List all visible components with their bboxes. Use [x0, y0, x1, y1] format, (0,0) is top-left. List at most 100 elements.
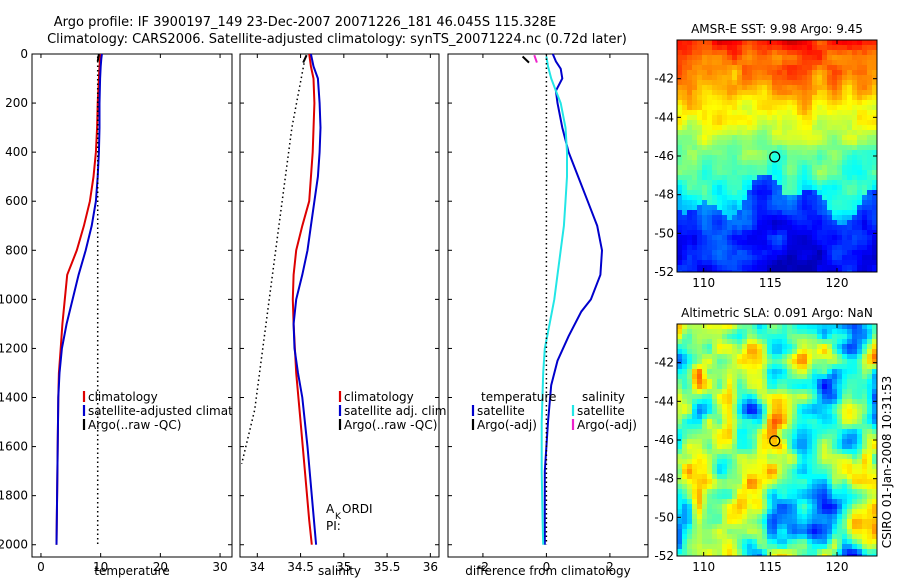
sst-map-cell — [837, 230, 843, 236]
sla-map-cell — [762, 419, 768, 425]
sst-map-cell — [697, 250, 703, 256]
sla-map-cell — [822, 379, 828, 385]
sst-map-cell — [817, 210, 823, 216]
sst-map-cell — [752, 200, 758, 206]
sst-map-cell — [752, 140, 758, 146]
sla-map-cell — [757, 459, 763, 465]
sla-map-cell — [722, 494, 728, 500]
sst-map-cell — [772, 80, 778, 86]
sla-map-cell — [807, 374, 813, 380]
sla-map-cell — [812, 554, 818, 557]
sst-map-cell — [797, 65, 803, 71]
sst-map-cell — [862, 45, 868, 51]
sst-map-cell — [812, 50, 818, 56]
sla-map-cell — [792, 449, 798, 455]
sla-map-cell — [797, 469, 803, 475]
sst-map-cell — [732, 65, 738, 71]
salinity-annotation: K — [335, 512, 342, 522]
sst-map-cell — [852, 165, 858, 171]
sst-map-cell — [677, 210, 683, 216]
sla-map-cell — [867, 554, 873, 557]
sla-map-cell — [807, 469, 813, 475]
sst-map-cell — [702, 130, 708, 136]
sst-map-cell — [862, 180, 868, 186]
sst-map-cell — [827, 220, 833, 226]
sla-map-cell — [777, 454, 783, 460]
sst-map-cell — [862, 70, 868, 76]
sla-map-cell — [752, 449, 758, 455]
sst-map-cell — [797, 165, 803, 171]
sla-map-cell — [837, 479, 843, 485]
sla-map-cell — [832, 359, 838, 365]
sla-map-cell — [802, 399, 808, 405]
sst-map-cell — [757, 210, 763, 216]
sla-map-cell — [732, 349, 738, 355]
sla-map-cell — [807, 364, 813, 370]
sst-map-cell — [727, 70, 733, 76]
sst-map-cell — [752, 180, 758, 186]
sla-map-cell — [737, 449, 743, 455]
sst-map-cell — [787, 85, 793, 91]
sla-map-cell — [807, 514, 813, 520]
sla-map-cell — [722, 444, 728, 450]
sst-map-cell — [707, 245, 713, 251]
sst-map-cell — [717, 140, 723, 146]
sst-map-cell — [802, 270, 808, 273]
sst-map-cell — [802, 175, 808, 181]
sst-map-cell — [787, 150, 793, 156]
sst-map-cell — [762, 80, 768, 86]
sla-map-cell — [732, 429, 738, 435]
sla-map-cell — [737, 374, 743, 380]
sla-map-cell — [737, 484, 743, 490]
sst-map-cell — [762, 245, 768, 251]
sst-map-cell — [817, 65, 823, 71]
sla-map-cell — [787, 374, 793, 380]
sla-map-cell — [692, 459, 698, 465]
sst-map-cell — [732, 115, 738, 121]
sst-map-cell — [747, 260, 753, 266]
sla-map-cell — [822, 459, 828, 465]
sla-map-cell — [717, 384, 723, 390]
sst-map-cell — [742, 255, 748, 261]
sla-map-cell — [767, 509, 773, 515]
sst-map-cell — [712, 265, 718, 271]
sst-map-cell — [832, 120, 838, 126]
sst-map-cell — [727, 95, 733, 101]
sst-map-cell — [822, 75, 828, 81]
sla-map-cell — [762, 494, 768, 500]
sla-map-cell — [772, 429, 778, 435]
sst-map-cell — [717, 110, 723, 116]
sst-map-cell — [862, 145, 868, 151]
sla-map-cell — [712, 544, 718, 550]
sst-map-cell — [727, 215, 733, 221]
sst-map-cell — [752, 220, 758, 226]
sla-map-cell — [682, 364, 688, 370]
sla-map-cell — [762, 334, 768, 340]
sst-map-cell — [727, 165, 733, 171]
sla-map-cell — [712, 449, 718, 455]
sla-map-cell — [742, 539, 748, 545]
sst-map-cell — [727, 120, 733, 126]
sla-map-cell — [842, 529, 848, 535]
sst-map-cell — [717, 235, 723, 241]
sst-map-cell — [797, 245, 803, 251]
sst-map-cell — [692, 265, 698, 271]
sst-map-cell — [697, 145, 703, 151]
sst-map-cell — [697, 100, 703, 106]
sla-map-cell — [732, 519, 738, 525]
sla-map-cell — [842, 444, 848, 450]
sst-map-cell — [687, 185, 693, 191]
sst-map-cell — [732, 225, 738, 231]
sst-map-cell — [782, 245, 788, 251]
sst-map-cell — [702, 185, 708, 191]
sst-map-cell — [847, 65, 853, 71]
sst-map-cell — [707, 40, 713, 46]
sst-map-cell — [727, 225, 733, 231]
sla-map-cell — [757, 514, 763, 520]
sst-map-cell — [702, 100, 708, 106]
sst-map-cell — [682, 190, 688, 196]
sst-map-cell — [842, 195, 848, 201]
sla-map-cell — [712, 394, 718, 400]
sla-map-cell — [792, 384, 798, 390]
sst-map-cell — [792, 215, 798, 221]
